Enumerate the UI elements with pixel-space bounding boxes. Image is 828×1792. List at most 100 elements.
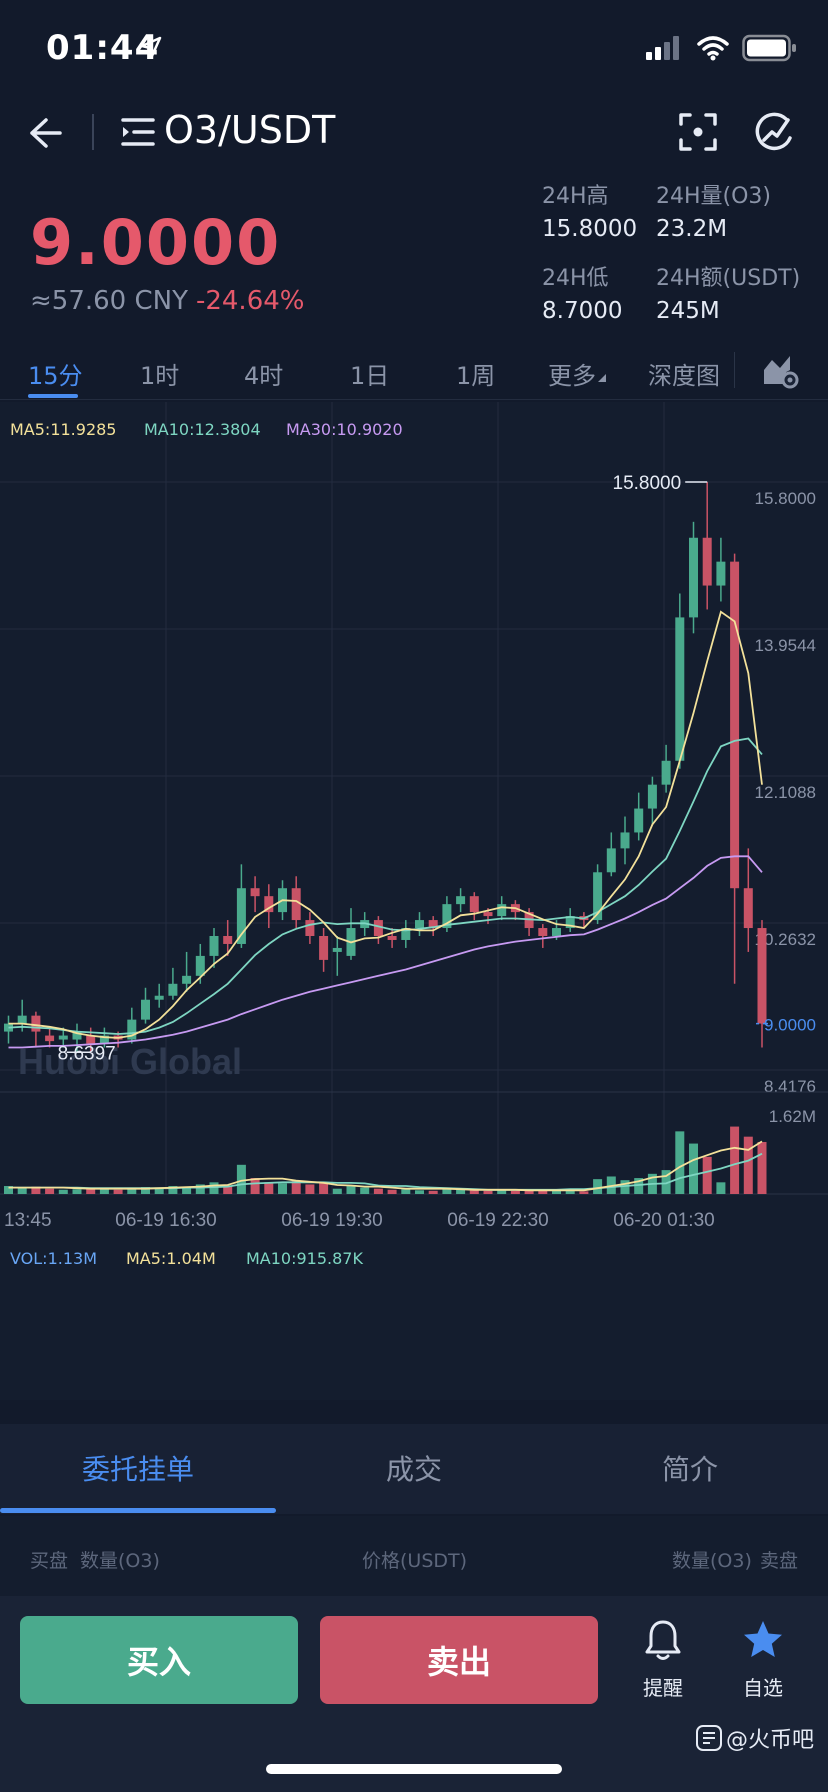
order-tabs: 委托挂单 成交 简介: [0, 1424, 828, 1514]
candle-body: [647, 784, 657, 809]
chart-settings-icon[interactable]: [760, 350, 800, 390]
candle-body: [127, 1019, 137, 1040]
candle-body: [250, 888, 260, 897]
volume-bar: [661, 1170, 671, 1194]
candle-body: [428, 920, 438, 929]
candle-body: [716, 561, 726, 586]
tab-1h[interactable]: 1时: [140, 362, 180, 390]
last-price-value: 9.0000: [30, 206, 282, 279]
candle-body: [469, 896, 479, 913]
volume-bar: [168, 1186, 178, 1194]
tab-1d[interactable]: 1日: [350, 362, 390, 390]
low-marker-label: 8.6397: [58, 1043, 116, 1064]
time-axis-label: 06-20 01:30: [613, 1210, 714, 1231]
price-axis-label: 10.2632: [755, 930, 816, 949]
candle-body: [264, 896, 274, 913]
pair-title[interactable]: O3/USDT: [164, 108, 336, 152]
nav-divider: [92, 114, 94, 150]
candle-body: [223, 935, 233, 944]
source-watermark: @火币吧: [695, 1722, 814, 1754]
stats-high: 24H高 15.8000: [542, 178, 637, 242]
favorite-button[interactable]: 自选: [718, 1618, 808, 1701]
book-buy-qty-label: 数量(O3): [80, 1550, 160, 1572]
stat-amount-value: 245M: [656, 298, 720, 324]
volume-bar: [154, 1187, 164, 1194]
volume-bar: [538, 1189, 548, 1194]
candle-body: [86, 1035, 96, 1044]
ma5-line: [8, 610, 763, 1039]
volume-bar: [442, 1187, 452, 1194]
volume-bar: [4, 1186, 13, 1194]
ma10-legend: MA10:12.3804: [144, 420, 261, 439]
price-sub: ≈57.60 CNY -24.64%: [30, 286, 305, 316]
volume-bar: [510, 1190, 520, 1194]
volume-bar: [552, 1190, 561, 1194]
exchange-watermark: Huobi Global: [18, 1041, 242, 1082]
buy-button[interactable]: 买入: [20, 1616, 298, 1704]
tab-depth[interactable]: 深度图: [648, 362, 720, 390]
tab-4h[interactable]: 4时: [244, 362, 284, 390]
volume-bar: [565, 1190, 575, 1194]
candle-body: [209, 935, 219, 956]
candle-body: [319, 935, 329, 960]
vol-legend: VOL:1.13M: [10, 1249, 97, 1268]
volume-bar: [373, 1188, 383, 1194]
volume-bar: [675, 1131, 685, 1194]
price-axis-label: 13.9544: [755, 636, 816, 655]
kline-chart[interactable]: 15.8000 13.9544 12.1088 10.2632 8.4176 Huobi …: [0, 402, 828, 1400]
vol-ma5-legend: MA5:1.04M: [126, 1249, 216, 1268]
status-bar: 01:44: [0, 0, 828, 100]
tab-15m[interactable]: 15分: [28, 362, 83, 390]
candle-body: [593, 872, 603, 921]
caret-down-icon: [598, 374, 606, 382]
volume-bar: [579, 1191, 589, 1194]
tab-more-label: 更多: [548, 362, 596, 390]
candle-body: [387, 935, 397, 940]
volume-bar: [483, 1190, 493, 1194]
chart-mode-icon[interactable]: [752, 110, 796, 154]
market-list-icon[interactable]: [120, 112, 156, 152]
stat-low-label: 24H低: [542, 266, 609, 291]
volume-bar: [524, 1190, 534, 1194]
volume-bar: [72, 1189, 82, 1194]
candle-body: [606, 848, 616, 873]
stats-amount: 24H额(USDT) 245M: [656, 260, 800, 324]
volume-bar: [291, 1180, 301, 1194]
home-indicator: [266, 1764, 562, 1774]
tab-info[interactable]: 简介: [662, 1453, 719, 1486]
wifi-icon: [697, 36, 729, 61]
candle-body: [141, 999, 150, 1020]
volume-bar: [264, 1182, 274, 1194]
candle-body: [730, 561, 740, 889]
candle-body: [99, 1035, 109, 1044]
back-arrow-icon[interactable]: [26, 108, 66, 158]
fullscreen-icon[interactable]: [678, 112, 718, 152]
tab-more[interactable]: 更多: [548, 356, 608, 391]
tab-1w[interactable]: 1周: [456, 362, 496, 390]
ma10-line: [8, 737, 763, 1035]
volume-bar: [469, 1189, 479, 1194]
candle-body: [702, 537, 712, 586]
sell-button[interactable]: 卖出: [320, 1616, 598, 1704]
candle-body: [291, 888, 301, 921]
volume-bar: [620, 1180, 630, 1194]
volume-bar: [757, 1141, 767, 1194]
candle-body: [620, 832, 630, 849]
tab-separator: [734, 352, 735, 388]
high-marker-label: 15.8000: [613, 473, 682, 494]
candle-body: [565, 916, 575, 929]
order-tab-indicator: [0, 1508, 276, 1513]
volume-bar: [415, 1190, 424, 1194]
source-watermark-text: @火币吧: [725, 1728, 814, 1753]
volume-bar: [593, 1179, 603, 1194]
volume-bar: [702, 1156, 712, 1194]
alert-button[interactable]: 提醒: [618, 1618, 708, 1701]
time-axis-label: 06-19 16:30: [115, 1210, 216, 1231]
price-axis-label: 15.8000: [755, 489, 816, 508]
candle-body: [332, 947, 342, 952]
tab-trades[interactable]: 成交: [386, 1453, 443, 1486]
stat-high-value: 15.8000: [542, 216, 638, 242]
candle-body: [757, 928, 767, 1024]
volume-bar: [401, 1189, 411, 1194]
tab-orders[interactable]: 委托挂单: [82, 1453, 195, 1486]
